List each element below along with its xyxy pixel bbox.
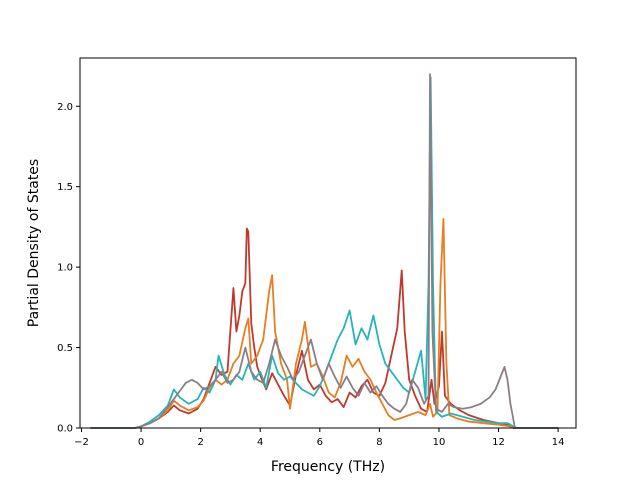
x-tick-label: 14 <box>552 437 565 448</box>
y-tick-label: 0.0 <box>57 424 73 435</box>
x-tick-label: 4 <box>257 437 263 448</box>
y-axis-ticks: 0.0 0.5 1.0 1.5 2.0 <box>57 102 80 435</box>
series-line-2 <box>90 217 559 429</box>
x-tick-label: 2 <box>197 437 203 448</box>
x-tick-label: 12 <box>492 437 505 448</box>
y-tick-label: 0.5 <box>57 343 73 354</box>
x-tick-label: 0 <box>138 437 144 448</box>
x-tick-label: −2 <box>74 437 89 448</box>
x-tick-label: 10 <box>433 437 446 448</box>
x-tick-label: 6 <box>317 437 323 448</box>
x-tick-label: 8 <box>376 437 382 448</box>
series-line-4 <box>90 73 559 429</box>
series-line-1 <box>90 227 559 429</box>
y-axis-label: Partial Density of States <box>26 159 42 327</box>
x-axis-label: Frequency (THz) <box>271 459 385 475</box>
y-tick-label: 2.0 <box>57 102 73 113</box>
series-layer <box>90 73 559 429</box>
x-axis-ticks: −2 0 2 4 6 8 10 12 14 <box>74 428 564 448</box>
plot-frame <box>79 57 577 429</box>
y-tick-label: 1.0 <box>57 263 73 274</box>
y-tick-label: 1.5 <box>57 182 73 193</box>
